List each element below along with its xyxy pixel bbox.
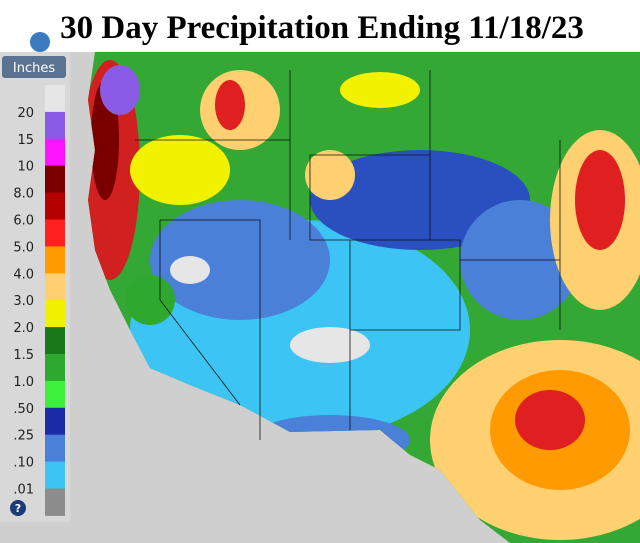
title-band: [0, 0, 640, 50]
legend-swatch: [45, 246, 65, 274]
legend-swatch: [45, 85, 65, 113]
legend-swatch: [45, 380, 65, 409]
legend-swatch: [45, 327, 65, 355]
legend-swatch: [45, 461, 65, 489]
legend-swatch: [45, 219, 65, 247]
legend: 20 15 10 8.0 6.0 5.0 4.0 3.0 2.0 1.5 1.0 .50 .25 .10.…: [13, 85, 65, 516]
legend-label: 4.0: [13, 267, 34, 282]
legend-swatch: [45, 111, 65, 140]
legend-label: .50: [13, 402, 34, 417]
legend-label: 1.0: [13, 375, 34, 390]
legend-label: 2.0: [13, 321, 34, 336]
legend-swatch: [45, 165, 65, 194]
legend-label: 6.0: [13, 214, 34, 229]
state-borders: [135, 70, 561, 440]
legend-swatch: [45, 354, 65, 382]
title: 30 Day Precipitation Ending 11/18/23: [60, 10, 584, 46]
legend-swatch: [45, 138, 65, 167]
legend-unit: Inches: [13, 61, 55, 76]
legend-label: 10: [17, 160, 34, 175]
legend-swatch: [45, 273, 65, 301]
help-icon-glyph: ?: [15, 502, 21, 515]
legend-swatch: [45, 434, 65, 463]
legend-label: .01: [13, 483, 34, 498]
legend-label: 8.0: [13, 187, 34, 202]
legend-label: 1.5: [13, 348, 34, 363]
legend-swatch: [45, 300, 65, 328]
legend-label: .25: [13, 429, 34, 444]
unit-box: [2, 56, 66, 78]
legend-label: .10: [13, 456, 34, 471]
info-icon[interactable]: [30, 32, 50, 52]
legend-swatch: [45, 407, 65, 436]
legend-label: 5.0: [13, 240, 34, 255]
legend-swatch: [45, 192, 65, 220]
legend-label: 3.0: [13, 294, 34, 309]
legend-label: 15: [17, 133, 34, 148]
help-icon[interactable]: [10, 500, 26, 516]
legend-swatch: [45, 488, 65, 516]
legend-label: 20: [17, 106, 34, 121]
